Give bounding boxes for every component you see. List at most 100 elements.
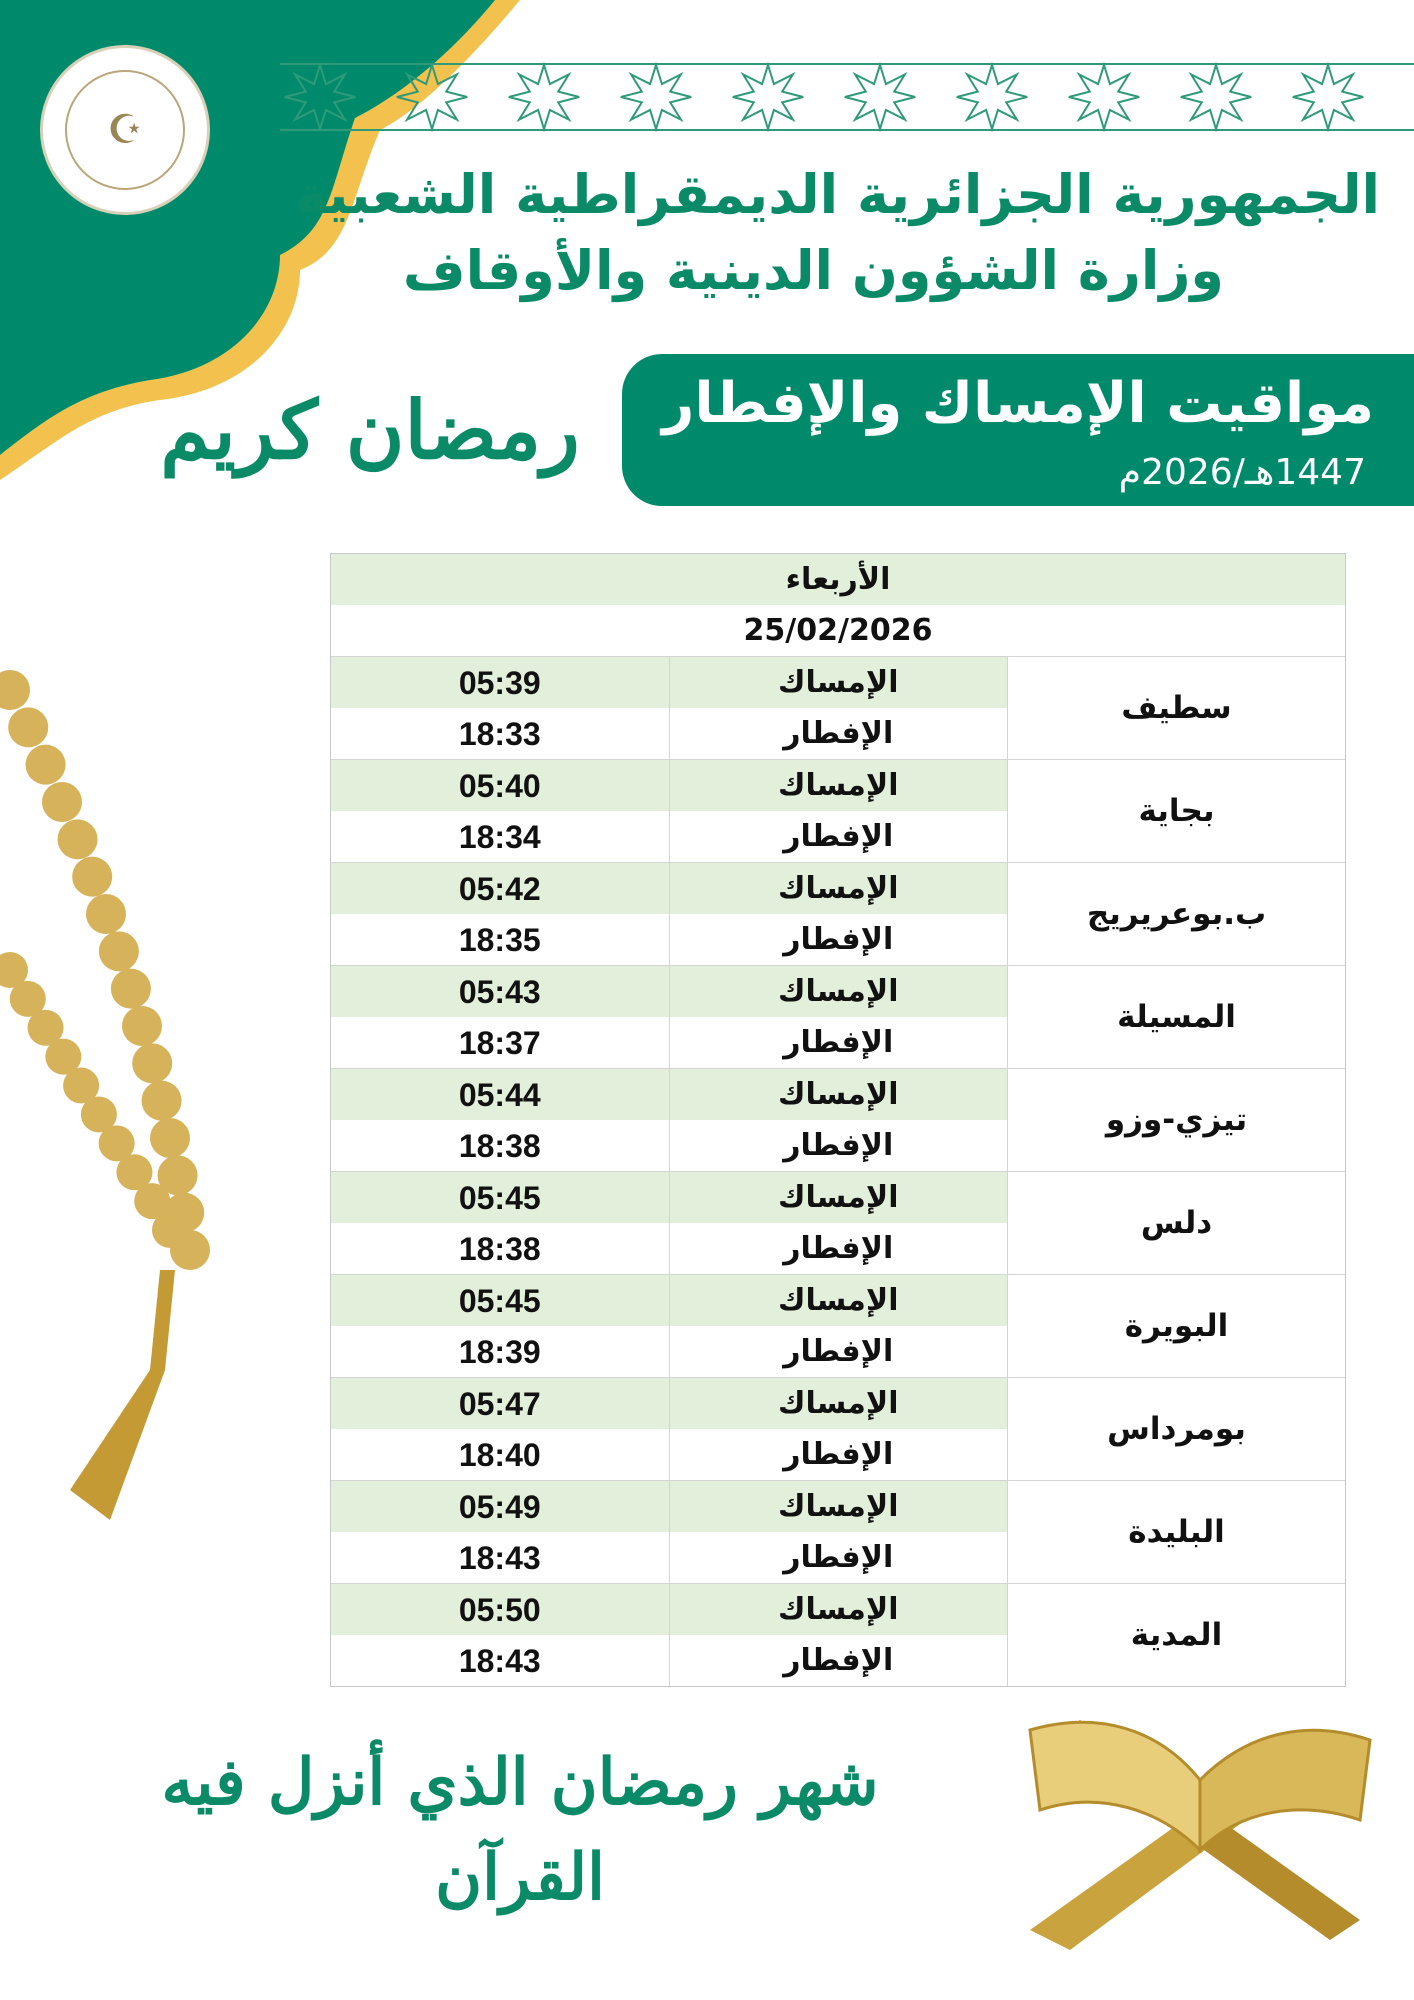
bead [9,980,46,1017]
banner-year: 1447هـ/2026م [1118,452,1366,493]
imsak-label: الإمساك [668,1275,1008,1326]
iftar-time: 18:34 [458,818,541,855]
imsak-label: الإمساك [668,657,1008,708]
imsak-row: الإمساك 05:45 [331,1275,1007,1326]
iftar-time: 18:38 [458,1230,541,1267]
bead [80,1096,117,1133]
bead [152,1212,188,1248]
bead [0,670,30,710]
bead [157,1155,198,1196]
star-ornament [1292,62,1364,132]
bead [150,1118,190,1158]
bead [57,819,98,860]
city-name: المدية [1007,1584,1345,1686]
bead [42,782,82,822]
iftar-time: 18:40 [458,1436,541,1473]
bead [25,744,66,785]
iftar-row: الإفطار 18:38 [331,1223,1007,1274]
star-ornament [1180,62,1252,132]
day-header: الأربعاء [331,554,1345,605]
star-ornament [284,62,356,132]
iftar-row: الإفطار 18:40 [331,1429,1007,1480]
imsak-label: الإمساك [668,1069,1008,1120]
iftar-time: 18:33 [458,715,541,752]
city-name: دلس [1007,1172,1345,1274]
banner-title: مواقيت الإمساك والإفطار [662,371,1374,436]
republic-title: الجمهورية الجزائرية الديمقراطية الشعبية [295,163,1380,226]
imsak-row: الإمساك 05:45 [331,1172,1007,1223]
star-ornament [844,62,916,132]
bead [122,1006,162,1046]
imsak-row: الإمساك 05:47 [331,1378,1007,1429]
iftar-time: 18:38 [458,1127,541,1164]
imsak-label: الإمساك [668,1172,1008,1223]
bead [72,856,113,897]
city-name: المسيلة [1007,966,1345,1068]
iftar-row: الإفطار 18:43 [331,1532,1007,1583]
imsak-time: 05:43 [458,973,541,1010]
bead [0,952,28,988]
star-ornament [732,62,804,132]
iftar-label: الإفطار [668,914,1008,965]
imsak-time: 05:40 [458,767,541,804]
iftar-label: الإفطار [668,1120,1008,1171]
iftar-row: الإفطار 18:37 [331,1017,1007,1068]
iftar-row: الإفطار 18:43 [331,1635,1007,1686]
iftar-label: الإفطار [668,1223,1008,1274]
imsak-row: الإمساك 05:44 [331,1069,1007,1120]
iftar-time: 18:43 [458,1642,541,1679]
bead [45,1038,82,1075]
imsak-label: الإمساك [668,1378,1008,1429]
date-header: 25/02/2026 [743,612,933,648]
ministry-seal-icon: ☪ [40,45,210,215]
iftar-label: الإفطار [668,1635,1008,1686]
iftar-row: الإفطار 18:34 [331,811,1007,862]
bead [116,1154,153,1191]
city-name: بجاية [1007,760,1345,862]
ornament-band [280,62,1414,132]
city-name: بومرداس [1007,1378,1345,1480]
imsak-label: الإمساك [668,1481,1008,1532]
schedule-table: الأربعاء 25/02/2026 سطيف الإمساك 05:39 ال… [330,553,1346,1687]
city-row: دلس الإمساك 05:45 الإفطار 18:38 [331,1171,1345,1274]
iftar-label: الإفطار [668,1532,1008,1583]
city-row: البليدة الإمساك 05:49 الإفطار 18:43 [331,1480,1345,1583]
star-ornament [956,62,1028,132]
city-name: ب.بوعريريج [1007,863,1345,965]
bead [98,931,139,972]
imsak-time: 05:47 [458,1385,541,1422]
bead [27,1009,64,1046]
iftar-label: الإفطار [668,708,1008,759]
bead [8,707,49,748]
city-name: تيزي-وزو [1007,1069,1345,1171]
quran-book-icon [1028,1720,1372,1950]
verse-calligraphy: شهر رمضان الذي أنزل فيه القرآن [161,1745,879,1915]
imsak-time: 05:45 [458,1179,541,1216]
imsak-row: الإمساك 05:42 [331,863,1007,914]
imsak-time: 05:44 [458,1076,541,1113]
city-row: المدية الإمساك 05:50 الإفطار 18:43 [331,1583,1345,1686]
iftar-row: الإفطار 18:39 [331,1326,1007,1377]
city-row: تيزي-وزو الإمساك 05:44 الإفطار 18:38 [331,1068,1345,1171]
iftar-time: 18:37 [458,1024,541,1061]
star-ornament [1068,62,1140,132]
city-row: بجاية الإمساك 05:40 الإفطار 18:34 [331,759,1345,862]
bead [86,894,126,934]
bead [110,968,151,1009]
tassel [70,1270,175,1520]
imsak-row: الإمساك 05:40 [331,760,1007,811]
imsak-row: الإمساك 05:39 [331,657,1007,708]
schedule-banner: مواقيت الإمساك والإفطار 1447هـ/2026م [622,354,1414,506]
iftar-row: الإفطار 18:38 [331,1120,1007,1171]
iftar-label: الإفطار [668,1017,1008,1068]
iftar-row: الإفطار 18:35 [331,914,1007,965]
iftar-time: 18:39 [458,1333,541,1370]
imsak-time: 05:42 [458,870,541,907]
city-row: البويرة الإمساك 05:45 الإفطار 18:39 [331,1274,1345,1377]
city-row: بومرداس الإمساك 05:47 الإفطار 18:40 [331,1377,1345,1480]
prayer-beads-icon [0,670,210,1520]
city-row: ب.بوعريريج الإمساك 05:42 الإفطار 18:35 [331,862,1345,965]
iftar-row: الإفطار 18:33 [331,708,1007,759]
iftar-label: الإفطار [668,1429,1008,1480]
iftar-label: الإفطار [668,1326,1008,1377]
